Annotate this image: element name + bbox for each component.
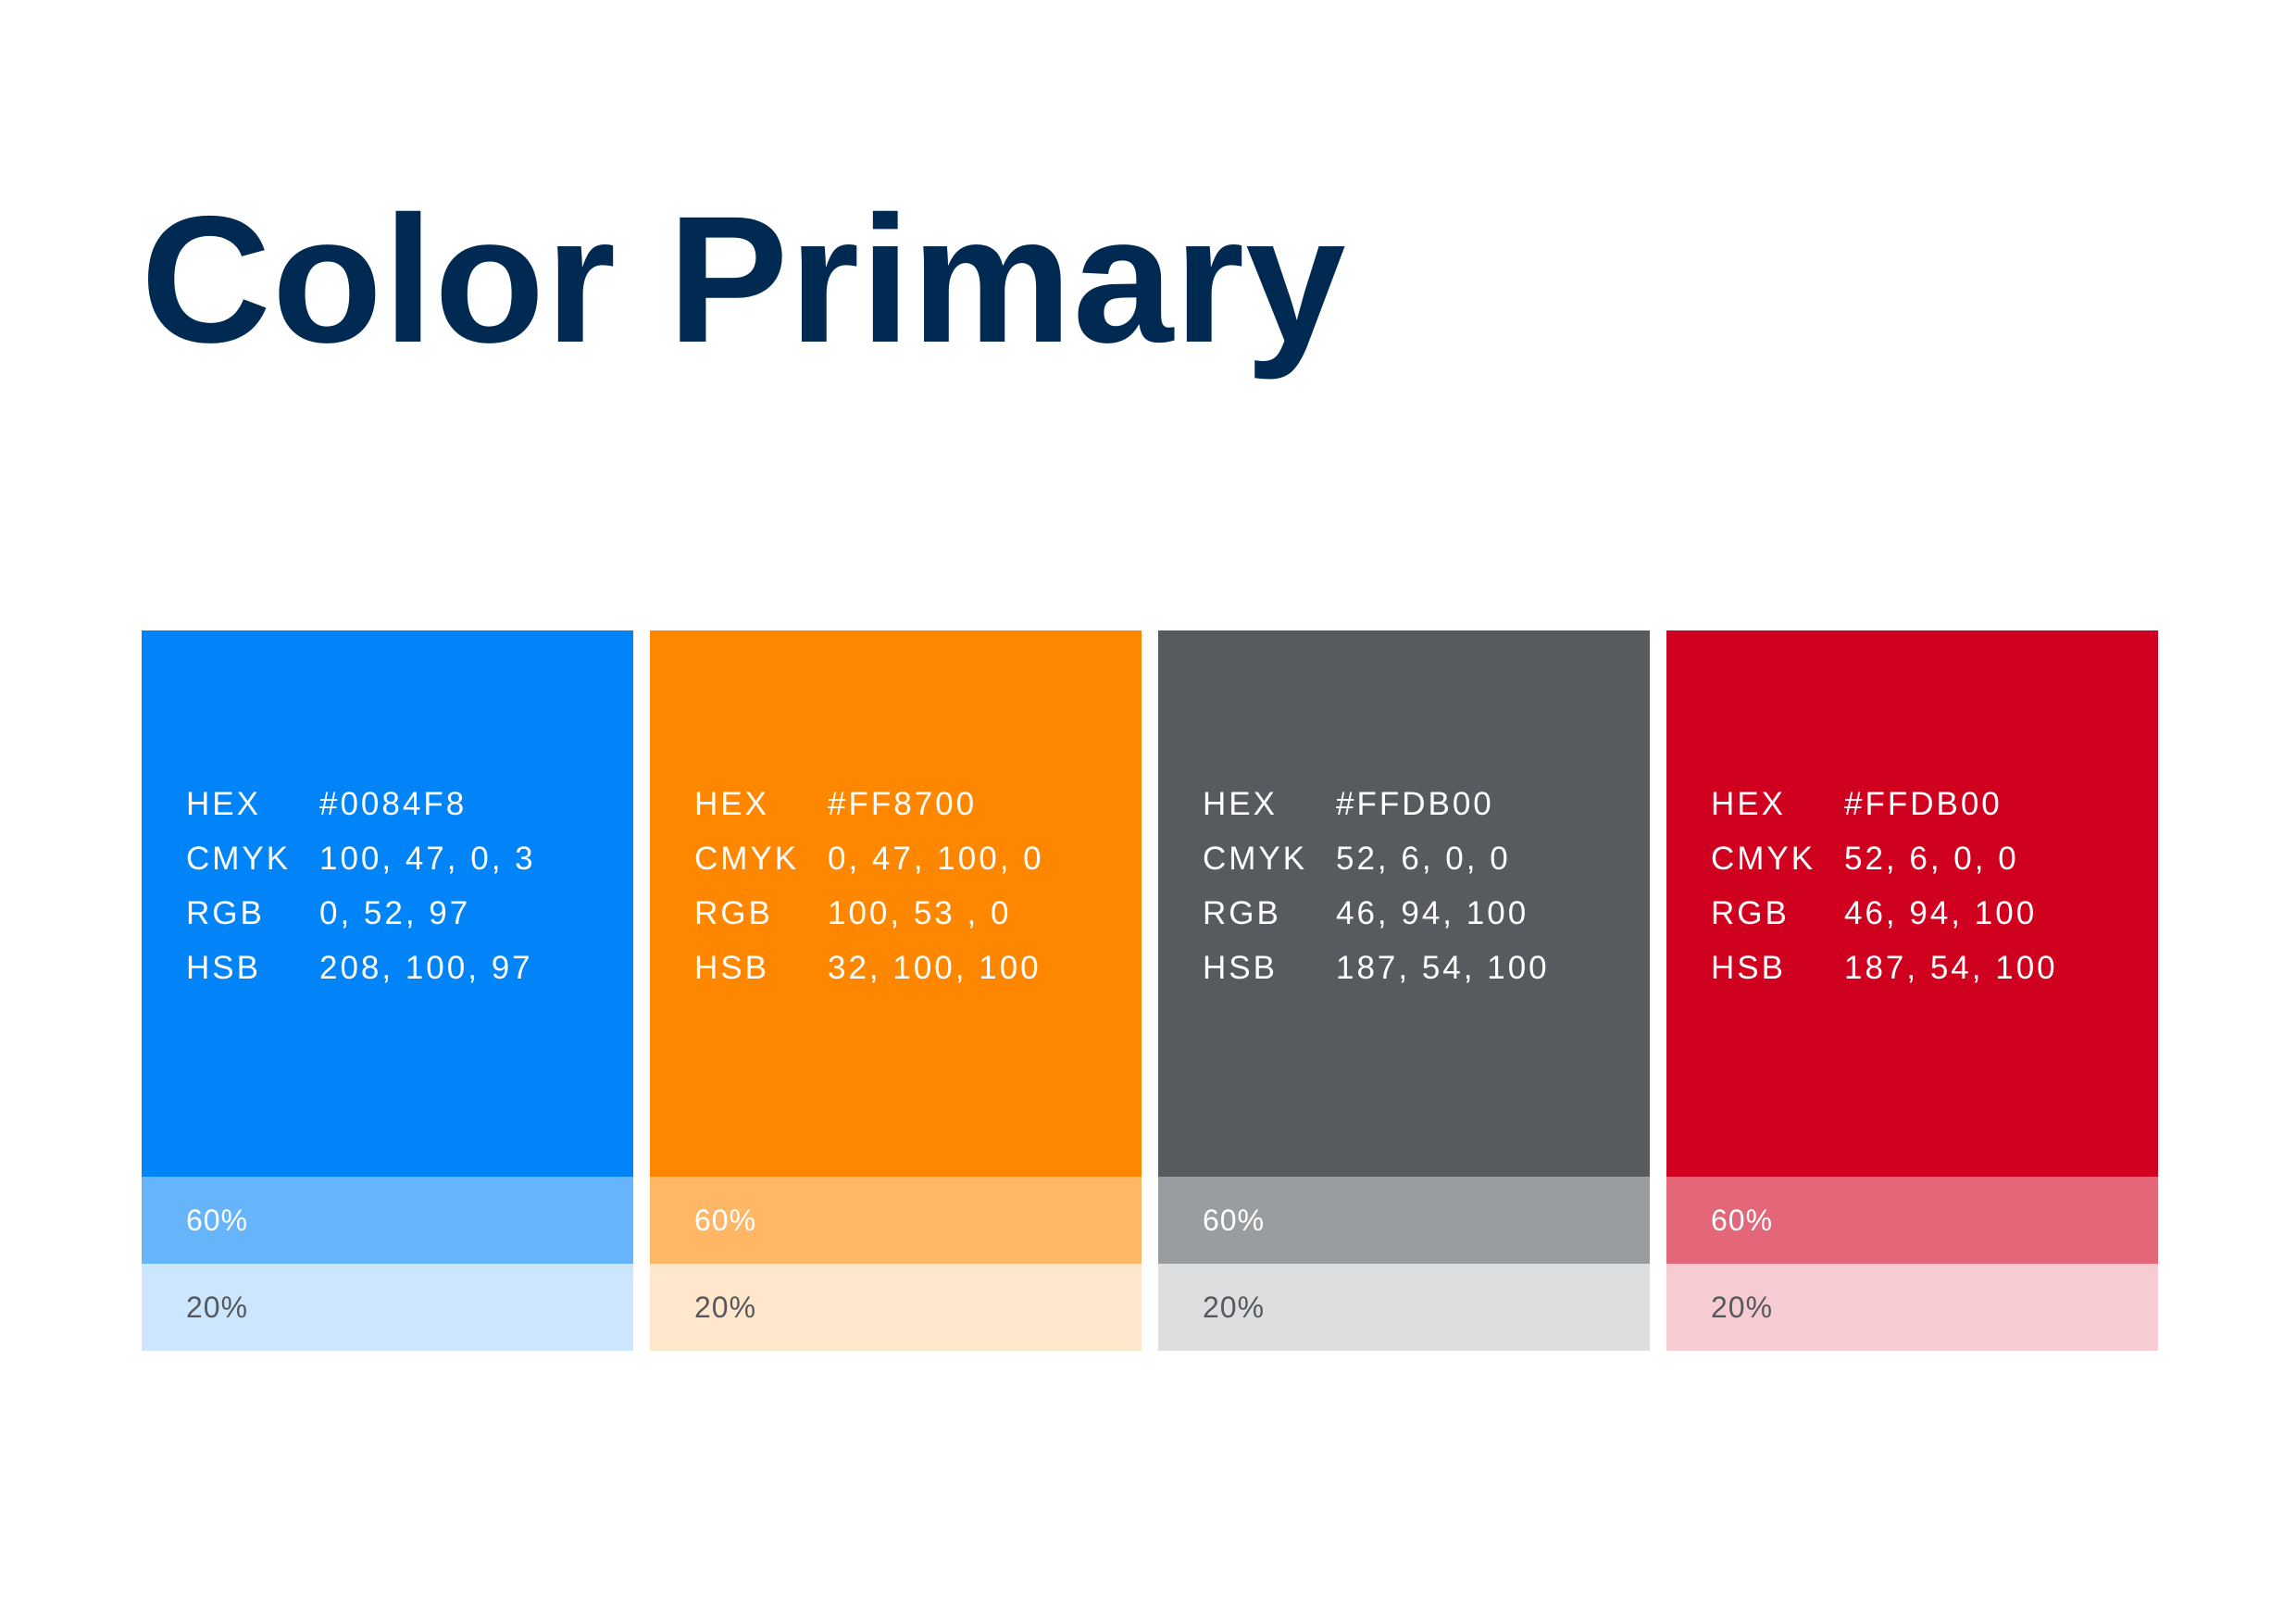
page-title: Color Primary <box>141 179 1347 381</box>
spec-row-cmyk: CMYK 52, 6, 0, 0 <box>1711 831 2058 886</box>
tint-60-band: 60% <box>650 1177 1142 1264</box>
spec-value: 52, 6, 0, 0 <box>1844 840 2019 877</box>
spec-row-rgb: RGB 100, 53 , 0 <box>694 886 1044 941</box>
spec-label: RGB <box>1711 894 1790 931</box>
spec-label: CMYK <box>694 840 800 877</box>
spec-label: RGB <box>694 894 773 931</box>
spec-label: HSB <box>1203 949 1278 986</box>
spec-label: HEX <box>1711 785 1786 822</box>
swatch-orange: HEX #FF8700 CMYK 0, 47, 100, 0 RGB 100, 53 … <box>650 630 1142 1351</box>
spec-row-cmyk: CMYK 52, 6, 0, 0 <box>1203 831 1550 886</box>
spec-row-cmyk: CMYK 0, 47, 100, 0 <box>694 831 1044 886</box>
spec-label: RGB <box>1203 894 1281 931</box>
tint-60-band: 60% <box>1158 1177 1650 1264</box>
spec-row-rgb: RGB 46, 94, 100 <box>1203 886 1550 941</box>
spec-value: 187, 54, 100 <box>1336 949 1550 986</box>
spec-label: CMYK <box>1203 840 1308 877</box>
spec-label: RGB <box>186 894 265 931</box>
spec-label: CMYK <box>186 840 292 877</box>
spec-value: 187, 54, 100 <box>1844 949 2058 986</box>
spec-label: HEX <box>1203 785 1278 822</box>
spec-value: 46, 94, 100 <box>1336 894 1529 931</box>
spec-label: HSB <box>694 949 769 986</box>
color-spec-list: HEX #FFDB00 CMYK 52, 6, 0, 0 RGB 46, 94, 10… <box>1711 777 2058 995</box>
spec-value: #FFDB00 <box>1844 785 2003 822</box>
color-spec-list: HEX #0084F8 CMYK 100, 47, 0, 3 RGB 0, 52, 9… <box>186 777 536 995</box>
spec-row-hex: HEX #FFDB00 <box>1203 777 1550 831</box>
tint-60-band: 60% <box>1666 1177 2158 1264</box>
spec-value: 52, 6, 0, 0 <box>1336 840 1511 877</box>
spec-value: 100, 47, 0, 3 <box>319 840 536 877</box>
tint-20-band: 20% <box>1666 1264 2158 1351</box>
color-spec-list: HEX #FFDB00 CMYK 52, 6, 0, 0 RGB 46, 94, 10… <box>1203 777 1550 995</box>
spec-value: 100, 53 , 0 <box>828 894 1012 931</box>
tint-20-band: 20% <box>142 1264 633 1351</box>
spec-row-hsb: HSB 32, 100, 100 <box>694 941 1044 995</box>
swatch-red: HEX #FFDB00 CMYK 52, 6, 0, 0 RGB 46, 94, 10… <box>1666 630 2158 1351</box>
spec-value: 0, 47, 100, 0 <box>828 840 1044 877</box>
spec-label: HSB <box>186 949 261 986</box>
swatch-gray: HEX #FFDB00 CMYK 52, 6, 0, 0 RGB 46, 94, 10… <box>1158 630 1650 1351</box>
spec-value: #FF8700 <box>828 785 978 822</box>
spec-label: CMYK <box>1711 840 1816 877</box>
spec-row-hex: HEX #0084F8 <box>186 777 536 831</box>
spec-row-hex: HEX #FF8700 <box>694 777 1044 831</box>
spec-row-hex: HEX #FFDB00 <box>1711 777 2058 831</box>
swatch-blue: HEX #0084F8 CMYK 100, 47, 0, 3 RGB 0, 52, 9… <box>142 630 633 1351</box>
spec-value: 208, 100, 97 <box>319 949 533 986</box>
tint-20-band: 20% <box>1158 1264 1650 1351</box>
spec-value: #FFDB00 <box>1336 785 1494 822</box>
spec-label: HEX <box>186 785 261 822</box>
spec-value: 46, 94, 100 <box>1844 894 2038 931</box>
spec-label: HEX <box>694 785 769 822</box>
spec-row-hsb: HSB 208, 100, 97 <box>186 941 536 995</box>
swatch-main-color: HEX #FFDB00 CMYK 52, 6, 0, 0 RGB 46, 94, 10… <box>1158 630 1650 1177</box>
spec-value: 0, 52, 97 <box>319 894 471 931</box>
spec-row-rgb: RGB 0, 52, 97 <box>186 886 536 941</box>
tint-60-band: 60% <box>142 1177 633 1264</box>
spec-label: HSB <box>1711 949 1786 986</box>
spec-row-hsb: HSB 187, 54, 100 <box>1203 941 1550 995</box>
spec-value: 32, 100, 100 <box>828 949 1042 986</box>
swatch-main-color: HEX #0084F8 CMYK 100, 47, 0, 3 RGB 0, 52, 9… <box>142 630 633 1177</box>
spec-row-cmyk: CMYK 100, 47, 0, 3 <box>186 831 536 886</box>
swatch-row: HEX #0084F8 CMYK 100, 47, 0, 3 RGB 0, 52, 9… <box>142 630 2158 1351</box>
tint-20-band: 20% <box>650 1264 1142 1351</box>
spec-value: #0084F8 <box>319 785 468 822</box>
swatch-main-color: HEX #FFDB00 CMYK 52, 6, 0, 0 RGB 46, 94, 10… <box>1666 630 2158 1177</box>
swatch-main-color: HEX #FF8700 CMYK 0, 47, 100, 0 RGB 100, 53 … <box>650 630 1142 1177</box>
spec-row-hsb: HSB 187, 54, 100 <box>1711 941 2058 995</box>
spec-row-rgb: RGB 46, 94, 100 <box>1711 886 2058 941</box>
color-spec-list: HEX #FF8700 CMYK 0, 47, 100, 0 RGB 100, 53 … <box>694 777 1044 995</box>
